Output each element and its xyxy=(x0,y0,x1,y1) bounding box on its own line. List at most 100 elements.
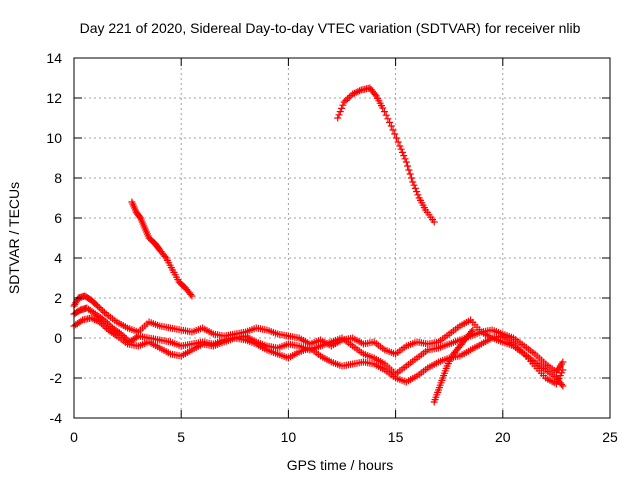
data-point-interp xyxy=(72,299,80,307)
data-point-interp xyxy=(391,130,399,138)
data-point xyxy=(402,158,410,166)
y-tick-label: 8 xyxy=(54,170,62,186)
data-point-interp xyxy=(97,320,105,328)
data-point xyxy=(100,316,108,324)
plot-border xyxy=(73,57,611,419)
data-point-interp xyxy=(394,138,402,146)
data-point xyxy=(559,358,567,366)
data-point xyxy=(94,302,102,310)
series-arc-mid-decline xyxy=(128,198,196,300)
data-point-interp xyxy=(405,166,413,174)
data-point-interp xyxy=(336,108,344,116)
data-point-interp xyxy=(339,101,347,109)
data-point xyxy=(469,326,477,334)
data-point-interp xyxy=(384,115,392,123)
x-tick-label: 20 xyxy=(495,429,511,445)
data-point-interp xyxy=(77,317,85,325)
y-tick-label: -2 xyxy=(50,370,63,386)
data-point-interp xyxy=(352,88,360,96)
data-point-interp xyxy=(99,321,107,329)
data-point-interp xyxy=(100,308,108,316)
data-point-interp xyxy=(371,90,379,98)
axes xyxy=(73,57,611,419)
data-point-interp xyxy=(91,316,99,324)
data-point-interp xyxy=(111,331,119,339)
data-point-interp xyxy=(345,93,353,101)
data-point-interp xyxy=(187,290,195,298)
data-point-interp xyxy=(344,95,352,103)
data-point-interp xyxy=(97,305,105,313)
data-point-interp xyxy=(392,134,400,142)
data-point-interp xyxy=(397,145,405,153)
x-tick-label: 10 xyxy=(281,429,297,445)
y-tick-label: -4 xyxy=(50,410,63,426)
data-point-interp xyxy=(71,300,79,308)
data-point-interp xyxy=(95,304,103,312)
x-tick-labels: 0 5 10 15 20 25 xyxy=(70,429,618,445)
y-tick-label: 10 xyxy=(46,130,62,146)
data-point-interp xyxy=(389,126,397,134)
data-point-interp xyxy=(467,328,475,336)
y-tick-label: 0 xyxy=(54,330,62,346)
series-arc-high-peak xyxy=(334,84,438,226)
data-point-interp xyxy=(411,184,419,192)
points xyxy=(70,84,567,406)
data-point-interp xyxy=(350,89,358,97)
y-tick-label: 2 xyxy=(54,290,62,306)
data-point xyxy=(387,122,395,130)
data-point-interp xyxy=(413,188,421,196)
data-point-interp xyxy=(133,333,141,341)
data-point-interp xyxy=(101,323,109,331)
chart-title: Day 221 of 2020, Sidereal Day-to-day VTE… xyxy=(80,20,581,36)
data-point-interp xyxy=(401,155,409,163)
data-point-interp xyxy=(136,213,144,221)
data-point-interp xyxy=(406,170,414,178)
y-tick-label: 4 xyxy=(54,250,62,266)
x-tick-label: 25 xyxy=(602,429,618,445)
x-axis-label: GPS time / hours xyxy=(287,457,394,473)
data-point-interp xyxy=(407,174,415,182)
data-point xyxy=(430,218,438,226)
y-tick-label: 12 xyxy=(46,90,62,106)
data-point xyxy=(96,318,104,326)
data-point-interp xyxy=(354,88,362,96)
data-point-interp xyxy=(161,252,169,260)
y-tick-label: 14 xyxy=(46,50,62,66)
data-point xyxy=(334,114,342,122)
data-point-interp xyxy=(89,315,97,323)
x-tick-label: 5 xyxy=(177,429,185,445)
data-point xyxy=(188,292,196,300)
data-point-interp xyxy=(342,96,350,104)
series-arc-late-rise xyxy=(430,326,477,406)
y-tick-labels: -4 -2 0 2 4 6 8 10 12 14 xyxy=(46,50,62,426)
data-point-interp xyxy=(105,321,113,329)
data-point xyxy=(396,142,404,150)
data-point-interp xyxy=(382,111,390,119)
data-point-interp xyxy=(356,87,364,95)
data-point-interp xyxy=(558,380,566,388)
series-trace-middle xyxy=(70,304,567,378)
data-point-interp xyxy=(398,148,406,156)
data-point xyxy=(349,90,357,98)
data-point-interp xyxy=(99,307,107,315)
data-point-interp xyxy=(410,181,418,189)
data-point-interp xyxy=(400,152,408,160)
data-point-interp xyxy=(92,316,100,324)
y-tick-label: 6 xyxy=(54,210,62,226)
data-point-interp xyxy=(338,104,346,112)
grid xyxy=(74,58,610,418)
data-point xyxy=(87,314,95,322)
data-point-interp xyxy=(103,319,111,327)
data-point xyxy=(340,98,348,106)
y-axis-label: SDTVAR / TECUs xyxy=(6,182,22,294)
data-point xyxy=(409,178,417,186)
data-point-interp xyxy=(404,162,412,170)
data-point-interp xyxy=(414,191,422,199)
data-point xyxy=(379,104,387,112)
x-tick-label: 15 xyxy=(388,429,404,445)
data-point xyxy=(559,382,567,390)
data-point-interp xyxy=(380,108,388,116)
series-trace-lower xyxy=(70,314,567,390)
data-point-interp xyxy=(335,111,343,119)
